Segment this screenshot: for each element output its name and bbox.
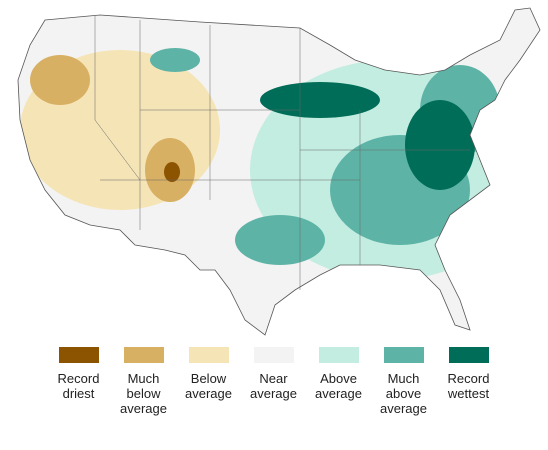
legend-label: Near average [250,371,297,401]
legend-item: Record wettest [436,347,501,427]
legend-item: Much above average [371,347,436,427]
us-outline [17,7,541,336]
legend-label: Below average [185,371,232,401]
legend-label: Much below average [120,371,167,416]
legend-label: Record wettest [447,371,490,401]
legend-item: Much below average [111,347,176,427]
legend-swatch [253,347,294,363]
legend-swatch [188,347,229,363]
legend-item: Above average [306,347,371,427]
legend-swatch [448,347,489,363]
legend: Record driest Much below average Below ave… [46,347,506,427]
legend-item: Below average [176,347,241,427]
legend-swatch [318,347,359,363]
legend-item: Near average [241,347,306,427]
legend-swatch [123,347,164,363]
legend-swatch [58,347,99,363]
precip-fill [18,8,540,335]
legend-swatch [383,347,424,363]
us-map [17,7,541,336]
legend-item: Record driest [46,347,111,427]
legend-label: Above average [315,371,362,401]
state-lines [94,16,470,290]
legend-label: Record driest [57,371,100,401]
legend-label: Much above average [380,371,427,416]
